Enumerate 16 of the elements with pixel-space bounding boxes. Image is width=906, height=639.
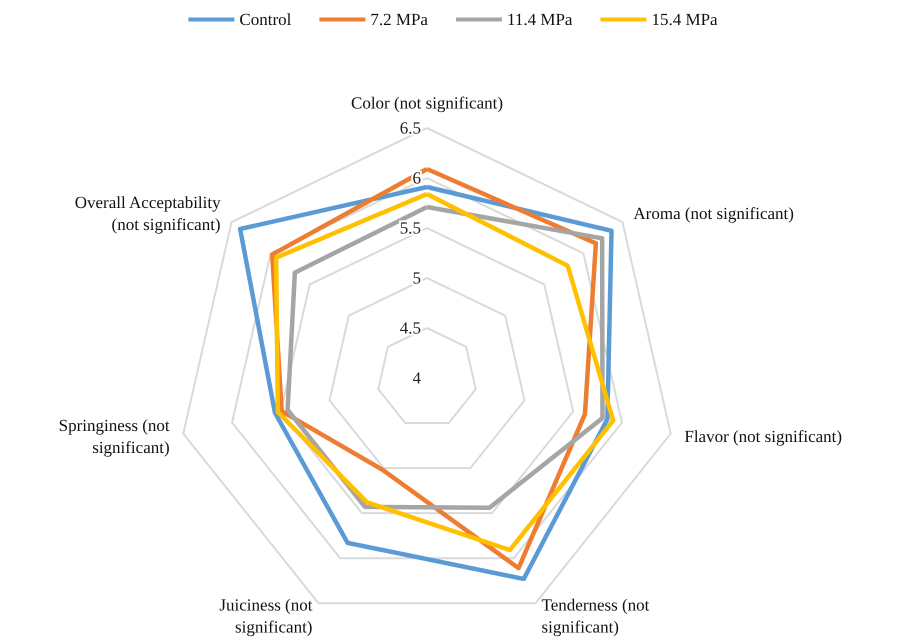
legend-label: 15.4 MPa bbox=[651, 10, 718, 29]
spoke-label: Tenderness (not significant) bbox=[542, 595, 650, 636]
y-tick-label: 5.5 bbox=[400, 218, 421, 238]
spoke-label: Aroma (not significant) bbox=[633, 204, 794, 223]
spoke-label: Juiciness (not significant) bbox=[219, 595, 313, 636]
legend-label: 11.4 MPa bbox=[506, 10, 573, 29]
y-tick-label: 4.5 bbox=[400, 318, 421, 338]
spoke-label: Overall Acceptability (not significant) bbox=[74, 192, 222, 234]
y-tick-label: 4 bbox=[412, 368, 422, 388]
spoke-label: Color (not significant) bbox=[350, 94, 504, 112]
y-tick-label: 6.5 bbox=[400, 118, 421, 138]
legend-label: Control bbox=[239, 10, 292, 29]
y-tick-label: 5 bbox=[412, 268, 421, 288]
spoke-label: Flavor (not significant) bbox=[684, 427, 842, 446]
legend-label: 7.2 MPa bbox=[370, 10, 428, 29]
spoke-label: Springiness (not significant) bbox=[58, 416, 170, 458]
